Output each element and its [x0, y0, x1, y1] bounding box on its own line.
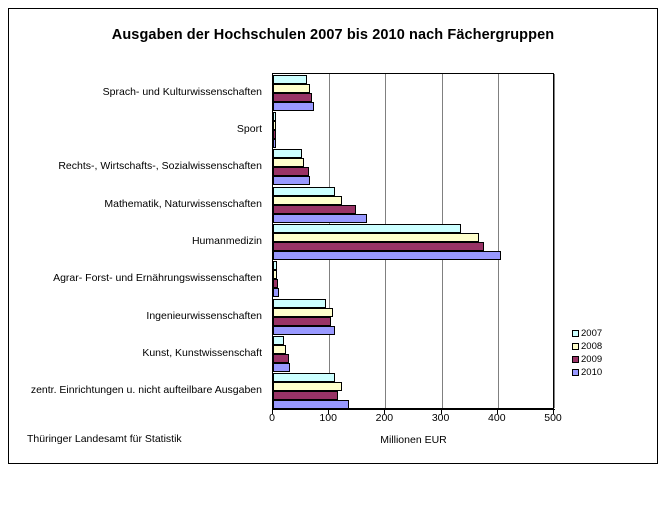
x-tick-300 — [440, 409, 442, 414]
bar-2008 — [273, 121, 276, 130]
legend-swatch-icon — [572, 343, 579, 350]
bar-2009 — [273, 391, 338, 401]
bar-2010 — [273, 400, 349, 410]
category-label: Rechts-, Wirtschafts-, Sozialwissenschaf… — [58, 160, 262, 173]
legend-item: 2010 — [572, 366, 642, 379]
legend-item: 2009 — [572, 353, 642, 366]
bar-2007 — [273, 149, 302, 159]
bar-2008 — [273, 307, 334, 317]
bar-2007 — [273, 224, 461, 233]
x-axis-title: Millionen EUR — [380, 434, 447, 446]
bar-2008 — [273, 195, 343, 205]
bar-2007 — [273, 373, 335, 383]
x-tick-400 — [496, 409, 498, 414]
bar-2007 — [273, 298, 327, 308]
bar-2007 — [273, 186, 335, 196]
x-tick-label-0: 0 — [269, 412, 275, 424]
bar-2010 — [273, 176, 311, 186]
x-tick-200 — [384, 409, 386, 414]
bar-2009 — [273, 92, 313, 102]
category-label: Sport — [236, 123, 262, 135]
bar-2010 — [273, 213, 367, 223]
bar-2008 — [273, 233, 480, 242]
x-tick-500 — [553, 409, 554, 414]
category-label: Ingenieurwissenschaften — [146, 309, 262, 322]
chart-legend: 2007 2008 2009 2010 — [572, 327, 642, 379]
bar-2010 — [273, 288, 279, 298]
gridline-500 — [554, 74, 555, 408]
bar-2008 — [273, 270, 278, 280]
legend-label: 2007 — [581, 327, 603, 339]
legend-label: 2010 — [581, 366, 603, 378]
x-tick-label-100: 100 — [319, 412, 337, 424]
x-tick-label-300: 300 — [431, 412, 450, 424]
bar-2007 — [273, 74, 308, 84]
category-label: Sprach- und Kulturwissenschaften — [102, 85, 262, 98]
gridline-400 — [497, 74, 499, 408]
x-tick-label-500: 500 — [544, 412, 562, 424]
bar-2010 — [273, 325, 336, 335]
plot-area — [272, 73, 555, 410]
x-tick-100 — [328, 409, 330, 414]
legend-swatch-icon — [572, 330, 579, 337]
bar-2008 — [273, 83, 310, 93]
legend-swatch-icon — [572, 356, 579, 363]
bar-2009 — [273, 204, 356, 214]
bar-2009 — [273, 354, 289, 363]
category-label: Humanmedizin — [191, 235, 262, 247]
legend-item: 2008 — [572, 340, 642, 353]
category-label: Kunst, Kunstwissenschaft — [142, 347, 262, 359]
x-axis-line — [272, 409, 555, 410]
bar-2010 — [273, 363, 290, 372]
bar-2008 — [273, 345, 287, 354]
bar-2007 — [273, 261, 278, 271]
chart-frame: Ausgaben der Hochschulen 2007 bis 2010 n… — [8, 8, 658, 464]
bar-2009 — [273, 130, 277, 139]
legend-item: 2007 — [572, 327, 642, 340]
bar-2008 — [273, 382, 342, 392]
bar-2007 — [273, 112, 276, 121]
category-axis-labels: Sprach- und Kulturwissenschaften Sport Rec… — [27, 73, 268, 409]
bar-2010 — [273, 251, 501, 260]
bar-2009 — [273, 242, 485, 251]
x-tick-label-200: 200 — [375, 412, 394, 424]
source-note: Thüringer Landesamt für Statistik — [27, 433, 182, 445]
category-label: zentr. Einrichtungen u. nicht aufteilbar… — [30, 384, 262, 397]
bar-2007 — [273, 336, 285, 345]
legend-label: 2009 — [581, 353, 603, 365]
bar-2010 — [273, 139, 277, 148]
bar-2009 — [273, 279, 279, 289]
bar-2009 — [273, 167, 309, 177]
bar-2009 — [273, 316, 332, 326]
category-label: Agrar- Forst- und Ernährungswissenschaft… — [53, 272, 262, 285]
x-tick-0 — [272, 409, 273, 414]
x-tick-label-400: 400 — [488, 412, 506, 424]
bar-2008 — [273, 158, 304, 168]
legend-swatch-icon — [572, 369, 579, 376]
legend-label: 2008 — [581, 340, 603, 352]
chart-title: Ausgaben der Hochschulen 2007 bis 2010 n… — [111, 27, 555, 43]
bar-2010 — [273, 101, 315, 111]
category-label: Mathematik, Naturwissenschaften — [104, 197, 262, 210]
